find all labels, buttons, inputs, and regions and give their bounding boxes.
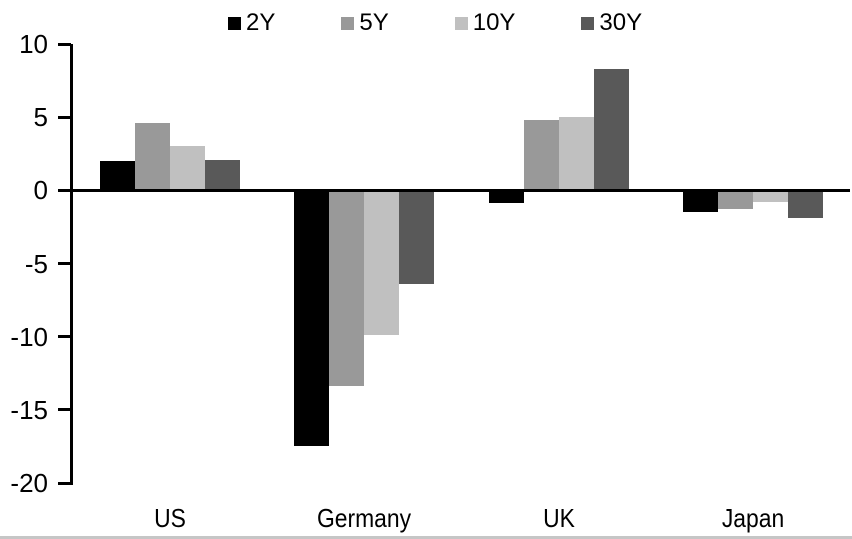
bar-japan-2y [682,190,718,213]
y-tick-label: -15 [10,394,48,425]
y-axis-line [70,44,73,485]
bar-germany-2y [294,190,330,447]
legend-label: 30Y [599,9,643,36]
y-axis-tick [58,115,71,119]
y-tick-label: -10 [10,321,48,352]
legend-item-5y: 5Y [341,9,389,36]
bar-us-2y [100,161,136,191]
bar-japan-10y [752,190,788,203]
legend-label: 2Y [246,9,276,36]
bar-us-5y [135,123,171,191]
zero-axis-line [73,188,850,192]
y-axis-tick [58,188,71,192]
bottom-edge-divider [0,536,852,539]
legend-swatch-icon [454,16,468,30]
y-axis-tick [58,262,71,265]
bar-uk-10y [558,117,594,191]
legend-label: 10Y [472,9,516,36]
x-category-label-japan: Japan [721,503,785,533]
y-tick-label: -20 [10,468,48,498]
bar-germany-5y [329,190,365,387]
x-category-label-uk: UK [542,503,575,533]
y-axis-tick [58,408,71,412]
legend-item-30y: 30Y [581,10,642,36]
bar-uk-2y [488,190,524,204]
bar-japan-5y [717,190,753,210]
legend-label: 5Y [359,9,389,36]
y-tick-label: 0 [33,175,48,206]
y-tick-label: -5 [24,248,48,279]
y-axis-tick [58,42,71,46]
chart-legend: 2Y 5Y 10Y 30Y [228,8,642,38]
x-category-label-us: US [154,503,187,533]
x-category-label-germany: Germany [317,503,412,533]
bar-uk-30y [593,68,629,191]
legend-item-2y: 2Y [228,10,275,36]
legend-swatch-icon [581,16,595,30]
legend-swatch-icon [341,16,355,30]
y-tick-label: 5 [33,102,48,133]
bar-uk-5y [523,120,559,191]
bar-us-10y [170,146,206,191]
y-axis-tick [58,335,71,339]
y-tick-label: 10 [19,29,48,59]
bar-us-30y [205,159,241,191]
legend-item-10y: 10Y [454,9,516,36]
y-axis-tick [58,481,71,485]
bar-germany-30y [399,190,435,284]
plot-area [73,44,850,483]
legend-swatch-icon [228,16,241,30]
bar-japan-30y [787,190,823,219]
bar-germany-10y [364,190,400,336]
